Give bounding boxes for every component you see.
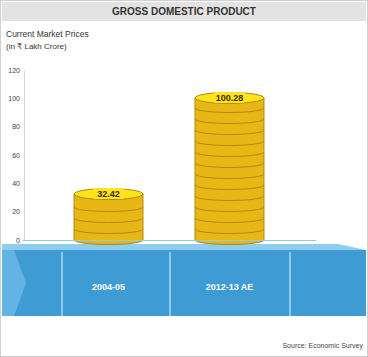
y-axis-units: (in ₹ Lakh Crore) [6,42,67,51]
title: GROSS DOMESTIC PRODUCT [112,6,256,17]
y-tick-label: 60 [12,152,20,159]
y-tick: 120 [8,67,24,74]
y-tick-label: 80 [12,123,20,130]
y-axis-line [24,71,25,241]
ribbon-body [2,250,366,316]
coin-edge [195,141,264,146]
x-axis: 2004-05 2012-13 AE [23,240,317,292]
y-axis: 0 20 40 60 80 100 120 [8,67,24,244]
bar [74,194,143,240]
y-tick-label: 20 [12,208,20,215]
coin-edge [74,229,143,233]
y-tick: 60 [12,152,24,159]
coin-stack [74,189,143,245]
ribbon-divider [289,252,291,316]
coin-edge [195,218,264,223]
y-tick-label: 0 [16,237,20,244]
plot-area [74,92,264,244]
ribbon-top [2,244,366,250]
header-band [2,2,366,21]
coin-edge [195,196,264,201]
ribbon-chevron [2,250,26,316]
coin-edge [74,218,143,223]
y-tick-label: 40 [12,180,20,187]
y-tick: 80 [12,123,24,130]
coin-edge [195,163,264,168]
coin-edge [195,152,264,157]
x-tick: 2012-13 AE [206,240,254,292]
coin-edge [195,108,264,112]
ribbon-divider [169,252,171,316]
coin-stack [195,92,264,244]
x-tick-label: 2012-13 AE [206,282,254,292]
bar [195,98,264,240]
coin-side [74,194,75,240]
y-tick-label: 100 [8,95,20,102]
frame [1,1,368,357]
coin-side [195,98,196,240]
y-tick: 20 [12,208,24,215]
coin-edge [195,229,264,233]
coin-side [263,98,264,240]
coin-edge [195,174,264,178]
data-label: 100.28 [216,93,244,103]
x-tick-label: 2004-05 [92,282,125,292]
coin-edge [195,185,264,190]
data-label: 32.42 [97,189,120,199]
label-patch [213,92,245,103]
label-patch [93,188,125,199]
source: Source: Economic Survey [282,342,363,350]
x-tick: 2004-05 [92,240,125,292]
y-tick: 40 [12,180,24,187]
axis-ribbon [2,244,366,316]
x-axis-line [23,240,317,241]
coin-edge [195,207,264,211]
y-tick: 100 [8,95,24,102]
coin-edge [195,130,264,135]
y-axis-title: Current Market Prices [6,29,89,39]
ribbon-divider [61,252,63,316]
y-tick-label: 120 [8,67,20,74]
coin-edge [74,207,143,211]
coin-top [195,92,264,103]
coin-side [142,194,143,240]
coin-edge [195,119,264,124]
coin-top [74,189,143,200]
